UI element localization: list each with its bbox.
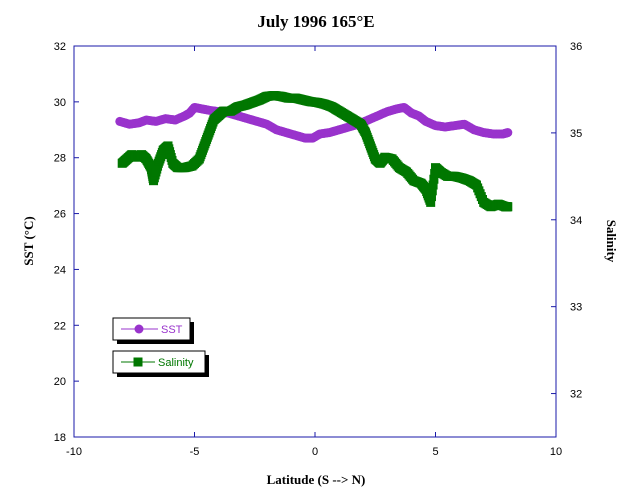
legend-salinity-box — [112, 350, 206, 374]
y-tick-label: 20 — [54, 376, 66, 388]
y-axis-right: 32 33 34 35 36 — [551, 41, 582, 401]
y-tick-label: 18 — [54, 432, 66, 444]
salinity-point — [428, 180, 438, 190]
sst-point — [503, 128, 513, 138]
x-tick-label: 10 — [550, 446, 562, 458]
legend-salinity: Salinity — [112, 350, 209, 377]
x-axis-label: Latitude (S --> N) — [267, 472, 366, 487]
y-tick-label: 32 — [54, 41, 66, 53]
y-axis-label: SST (°C) — [21, 216, 36, 265]
y2-tick-label: 35 — [570, 128, 582, 140]
legend-sst-label: SST — [161, 324, 183, 336]
x-tick-label: -5 — [190, 446, 200, 458]
x-tick-label: 5 — [432, 446, 438, 458]
legend-salinity-label: Salinity — [158, 357, 194, 369]
x-tick-label: 0 — [312, 446, 318, 458]
chart-title: July 1996 165°E — [257, 12, 374, 31]
y2-tick-label: 36 — [570, 41, 582, 53]
legend-sst-marker — [134, 324, 144, 334]
series-salinity — [117, 91, 513, 212]
y-tick-label: 22 — [54, 320, 66, 332]
salinity-point — [429, 174, 439, 184]
y2-axis-label: Salinity — [604, 220, 619, 263]
y2-tick-label: 32 — [570, 389, 582, 401]
legend-salinity-marker — [133, 357, 143, 367]
salinity-point — [426, 197, 436, 207]
y2-tick-label: 34 — [570, 215, 582, 227]
x-tick-label: -10 — [66, 446, 82, 458]
y-tick-label: 28 — [54, 153, 66, 165]
y-tick-label: 30 — [54, 97, 66, 109]
legend-sst: SST — [112, 317, 194, 344]
x-axis: -10 -5 0 5 10 — [66, 46, 562, 458]
series-sst — [115, 102, 513, 143]
y-tick-label: 26 — [54, 209, 66, 221]
salinity-point — [503, 202, 513, 212]
y-tick-label: 24 — [54, 264, 66, 276]
y2-tick-label: 33 — [570, 302, 582, 314]
series-layer — [115, 91, 513, 212]
salinity-point — [426, 192, 436, 202]
salinity-point — [427, 186, 437, 196]
y-axis-left: 18 20 22 24 26 28 30 32 — [54, 41, 79, 444]
